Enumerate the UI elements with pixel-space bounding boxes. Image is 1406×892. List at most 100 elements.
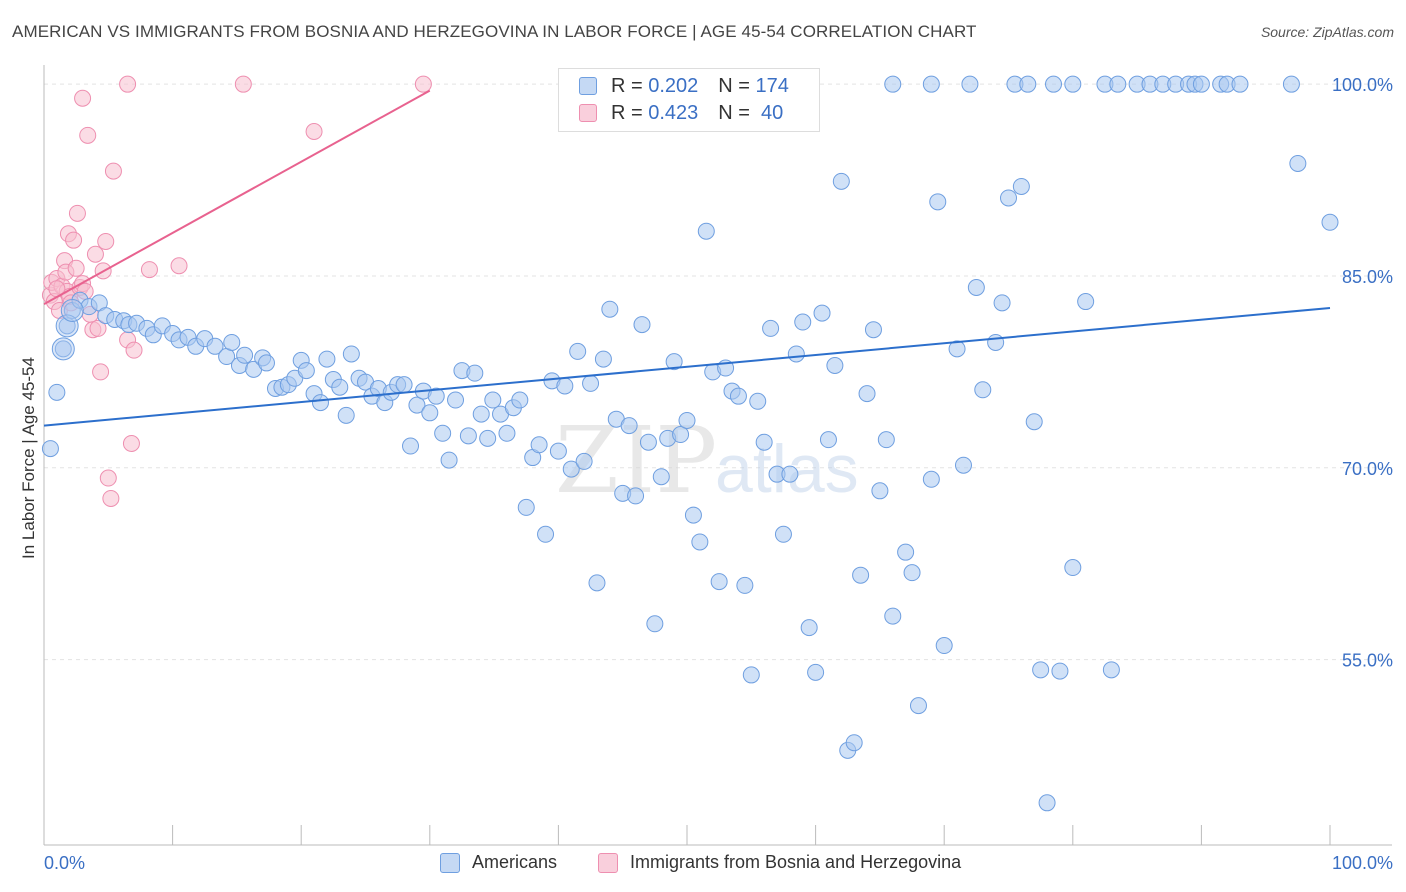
americans-points xyxy=(41,75,1339,812)
data-point xyxy=(684,506,702,524)
data-point xyxy=(223,333,241,351)
data-point xyxy=(427,387,445,405)
data-point xyxy=(729,387,747,405)
data-point xyxy=(1321,213,1339,231)
data-point xyxy=(672,426,690,444)
data-point xyxy=(594,350,612,368)
data-point xyxy=(311,394,329,412)
data-point xyxy=(511,391,529,409)
data-point xyxy=(140,261,158,279)
y-tick-label: 85.0% xyxy=(1342,267,1393,287)
data-point xyxy=(337,406,355,424)
r-value-americans: 0.202 xyxy=(648,74,699,97)
data-point xyxy=(79,126,97,144)
r-label: R = xyxy=(611,101,643,124)
data-point xyxy=(104,162,122,180)
bosnia-legend-label: Immigrants from Bosnia and Herzegovina xyxy=(630,852,962,872)
data-point xyxy=(884,607,902,625)
data-point xyxy=(86,245,104,263)
data-point xyxy=(1192,75,1210,93)
data-point xyxy=(102,489,120,507)
data-point xyxy=(234,75,252,93)
data-point xyxy=(948,340,966,358)
data-point xyxy=(588,574,606,592)
data-point xyxy=(562,460,580,478)
correlation-legend: R = 0.202 N = 174 R = 0.423 N = 40 xyxy=(558,68,820,132)
data-point xyxy=(742,666,760,684)
data-point xyxy=(627,487,645,505)
data-point xyxy=(119,75,137,93)
data-point xyxy=(845,734,863,752)
americans-trend-line xyxy=(43,306,1331,427)
data-point xyxy=(871,482,889,500)
data-point xyxy=(652,468,670,486)
data-point xyxy=(99,469,117,487)
data-point xyxy=(1289,154,1307,172)
data-point xyxy=(1025,413,1043,431)
gridlines xyxy=(44,83,1392,661)
data-point xyxy=(929,193,947,211)
data-point xyxy=(447,391,465,409)
data-point xyxy=(395,376,413,394)
data-point xyxy=(97,232,115,250)
data-point xyxy=(852,566,870,584)
data-point xyxy=(1077,293,1095,311)
data-point xyxy=(1102,661,1120,679)
data-point xyxy=(884,75,902,93)
data-point xyxy=(498,424,516,442)
data-point xyxy=(781,465,799,483)
data-point xyxy=(48,383,66,401)
data-point xyxy=(774,525,792,543)
data-point xyxy=(646,615,664,633)
data-point xyxy=(206,337,224,355)
data-point xyxy=(434,424,452,442)
data-point xyxy=(993,294,1011,312)
legend-item-americans: Americans xyxy=(440,852,557,873)
data-point xyxy=(736,576,754,594)
chart-title: AMERICAN VS IMMIGRANTS FROM BOSNIA AND H… xyxy=(12,22,977,41)
bosnia-swatch xyxy=(579,104,597,122)
trend-lines xyxy=(43,89,1331,427)
data-point xyxy=(1064,559,1082,577)
data-point xyxy=(954,456,972,474)
data-point xyxy=(749,392,767,410)
data-point xyxy=(858,385,876,403)
data-point xyxy=(794,313,812,331)
data-point xyxy=(1019,75,1037,93)
data-point xyxy=(556,377,574,395)
data-point xyxy=(832,172,850,190)
data-point xyxy=(813,304,831,322)
data-point xyxy=(710,573,728,591)
data-point xyxy=(1064,75,1082,93)
source-credit: Source: ZipAtlas.com xyxy=(1260,24,1394,40)
data-point xyxy=(1282,75,1300,93)
data-point xyxy=(342,345,360,363)
data-point xyxy=(633,316,651,334)
data-point xyxy=(479,429,497,447)
data-point xyxy=(697,222,715,240)
legend-item-bosnia: Immigrants from Bosnia and Herzegovina xyxy=(598,852,961,873)
data-point xyxy=(691,533,709,551)
r-value-bosnia: 0.423 xyxy=(648,101,699,124)
americans-swatch xyxy=(579,77,597,95)
data-point xyxy=(897,543,915,561)
bosnia-trend-line xyxy=(43,89,431,305)
data-point-large xyxy=(60,299,84,323)
data-point xyxy=(909,697,927,715)
data-point xyxy=(459,427,477,445)
data-point xyxy=(1038,794,1056,812)
data-point xyxy=(800,619,818,637)
data-point xyxy=(755,433,773,451)
data-point xyxy=(41,440,59,458)
data-point xyxy=(961,75,979,93)
data-point xyxy=(402,437,420,455)
data-point xyxy=(582,374,600,392)
bosnia-legend-swatch xyxy=(598,852,618,873)
n-label: N = xyxy=(718,101,750,124)
legend-row-bosnia: R = 0.423 N = 40 xyxy=(579,101,783,125)
data-point xyxy=(89,319,107,337)
data-point xyxy=(1045,75,1063,93)
data-point xyxy=(92,363,110,381)
data-point xyxy=(67,259,85,277)
